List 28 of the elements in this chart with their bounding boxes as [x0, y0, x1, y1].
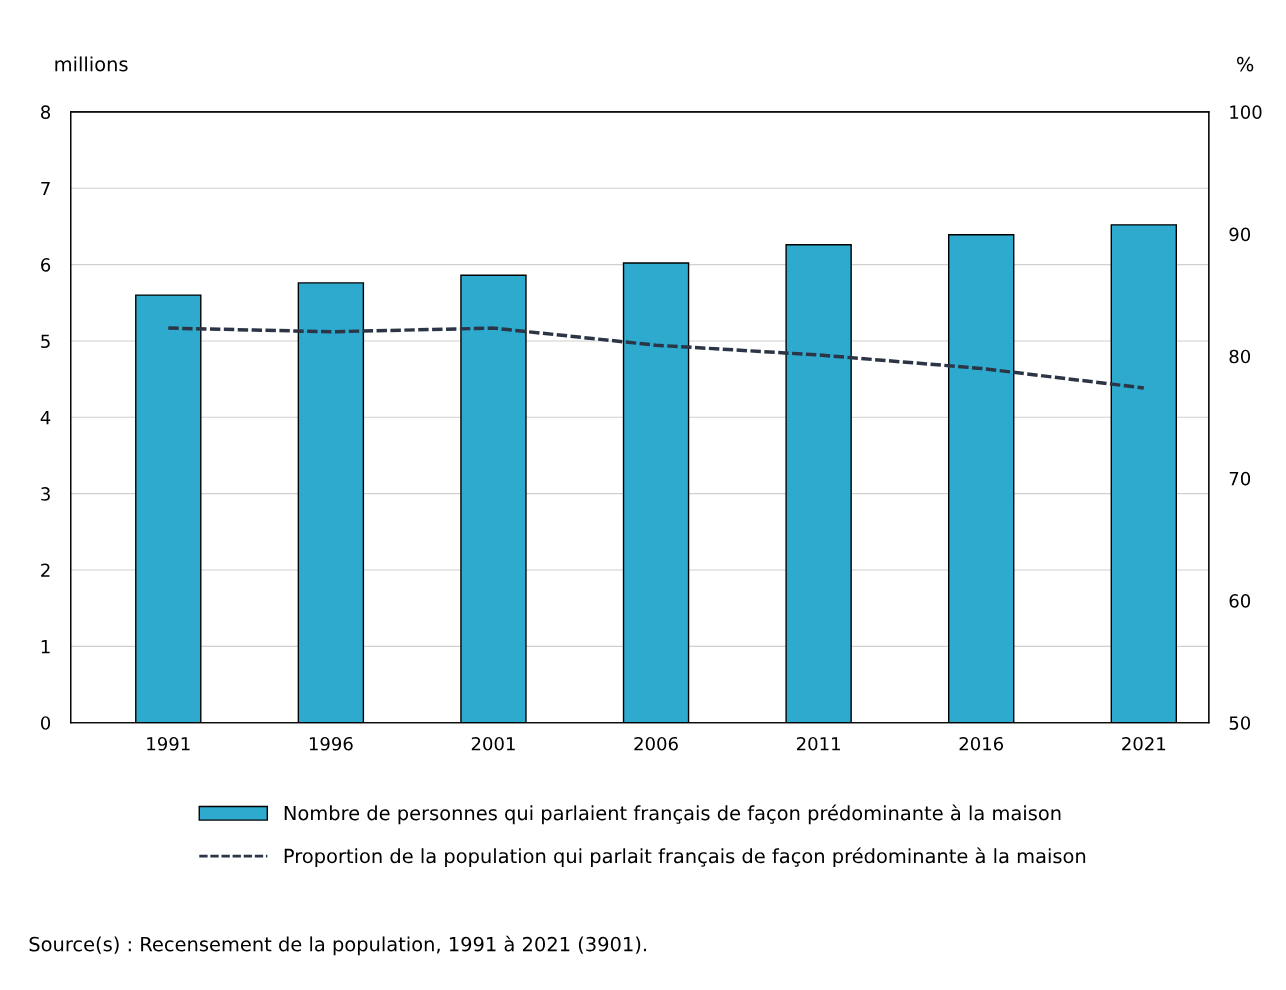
y-tick-label: 5: [41, 334, 50, 349]
legend-label: Proportion de la population qui parlait français de façon prédominante à la maison: [284, 847, 1086, 868]
y-tick-label: 7: [41, 181, 50, 196]
legend-label: Nombre de personnes qui parlaient français de façon prédominante à la maison: [284, 804, 1061, 825]
y2-tick-label: 70: [1229, 471, 1251, 486]
y-tick-label: 4: [40, 410, 51, 425]
x-tick-label: 1991: [147, 736, 190, 751]
y2-axis-title: %: [1236, 56, 1254, 72]
x-tick-label: 2001: [471, 736, 515, 751]
source-note: Source(s) : Recensement de la population, 1991 à 2021 (3901).: [29, 935, 646, 956]
y-tick-label: 2: [41, 563, 50, 577]
x-tick-label: 1996: [309, 736, 353, 751]
x-tick-label: 2011: [796, 736, 840, 751]
y-tick-label: 0: [40, 716, 51, 730]
y2-tick-label: 80: [1229, 349, 1251, 364]
y2-tick-label: 60: [1229, 593, 1251, 608]
x-tick-label: 2016: [959, 736, 1004, 751]
x-tick-label: 2006: [634, 736, 678, 751]
y2-tick-label: 50: [1229, 716, 1251, 730]
y-tick-label: 8: [41, 105, 51, 119]
y-axis-title: millions: [55, 56, 128, 72]
x-tick-label: 2021: [1122, 736, 1166, 751]
y-tick-label: 3: [41, 487, 50, 501]
y-tick-label: 6: [41, 258, 51, 272]
y2-tick-label: 100: [1230, 105, 1262, 119]
line-series: [166, 326, 1146, 390]
y-tick-label: 1: [41, 640, 50, 654]
y2-tick-label: 90: [1229, 227, 1251, 242]
